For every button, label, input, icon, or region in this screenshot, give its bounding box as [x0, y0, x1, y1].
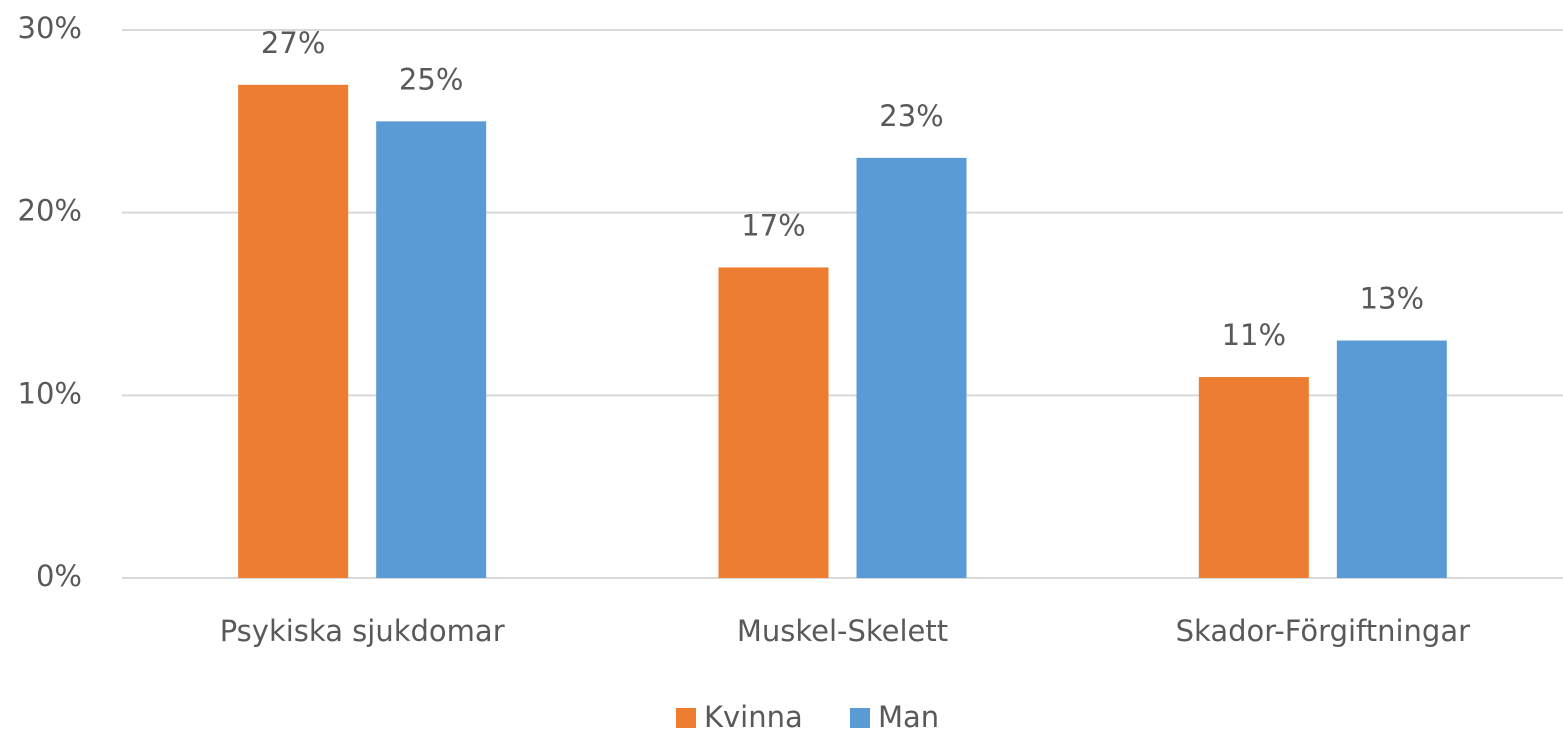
bar [718, 267, 829, 578]
x-tick-label: Muskel-Skelett [737, 614, 948, 648]
y-tick-label: 0% [36, 559, 82, 593]
bar [238, 84, 349, 579]
y-tick-label: 10% [18, 376, 82, 410]
y-tick-label: 30% [18, 11, 82, 45]
legend-swatch [850, 708, 870, 728]
bar [1336, 340, 1447, 578]
bar [856, 157, 967, 578]
data-label: 23% [879, 99, 943, 133]
legend-label: Kvinna [704, 700, 803, 733]
data-label: 13% [1360, 282, 1424, 316]
data-label: 11% [1222, 318, 1286, 352]
x-tick-label: Psykiska sjukdomar [220, 614, 505, 648]
bar [376, 121, 487, 578]
y-tick-label: 20% [18, 194, 82, 228]
data-label: 27% [261, 26, 325, 60]
data-label: 17% [741, 208, 805, 242]
bar [1198, 377, 1309, 578]
legend-swatch [676, 708, 696, 728]
x-tick-label: Skador-Förgiftningar [1176, 614, 1470, 648]
data-label: 25% [399, 62, 463, 96]
legend-label: Man [878, 700, 939, 733]
